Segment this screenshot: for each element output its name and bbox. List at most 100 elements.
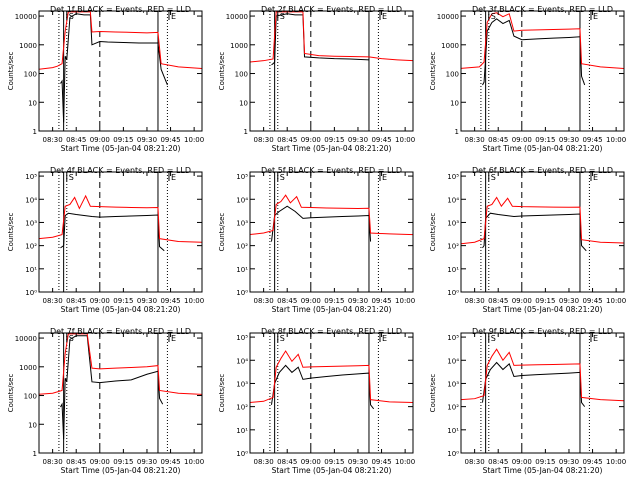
x-tick-label: 10:00 [184,297,204,305]
flag-label: S [280,12,285,21]
x-tick-label: 09:15 [113,136,133,144]
y-tick-label: 10 [239,99,248,107]
x-axis-label: Start Time (05-Jan-04 08:21:20) [272,144,392,153]
x-tick-label: 08:30 [43,136,63,144]
y-tick-label: 10000 [15,335,37,343]
flag-label: S [69,12,74,21]
x-axis-label: Start Time (05-Jan-04 08:21:20) [483,144,603,153]
y-axis-label: Counts/sec [7,213,15,252]
x-tick-label: 09:45 [160,458,180,466]
y-tick-label: 10 [450,99,459,107]
y-tick-label: 10⁵ [236,334,248,342]
x-axis-label: Start Time (05-Jan-04 08:21:20) [272,466,392,475]
x-tick-label: 09:30 [348,136,368,144]
series-line-lld [461,12,624,69]
y-tick-label: 10000 [437,13,459,21]
x-tick-label: 09:45 [371,458,391,466]
x-tick-label: 08:30 [43,297,63,305]
x-tick-label: 08:30 [254,297,274,305]
detector-panel-1: S E 08:30 08:45 09:00 09:15 09:30 09:45 10:00 1 10… [7,5,204,153]
x-tick-label: 09:45 [160,297,180,305]
y-axis-label: Counts/sec [218,374,226,413]
flag-label: E [593,334,598,343]
y-axis-label: Counts/sec [7,52,15,91]
x-tick-label: 10:00 [606,297,626,305]
x-tick-label: 08:30 [43,458,63,466]
y-tick-label: 10⁰ [236,450,248,458]
x-tick-label: 08:45 [488,458,508,466]
plot-area [461,333,624,453]
y-tick-label: 1 [33,128,37,136]
y-tick-label: 10² [236,404,248,412]
x-tick-label: 09:15 [324,297,344,305]
series-line-lld [39,11,202,70]
x-axis-label: Start Time (05-Jan-04 08:21:20) [61,144,181,153]
x-tick-label: 09:30 [137,297,157,305]
x-tick-label: 09:45 [582,297,602,305]
detector-panel-5: S E 08:30 08:45 09:00 09:15 09:30 09:45 10:00 10⁰… [218,166,415,314]
axes-frame [38,171,203,293]
detector-panel-3: S E 08:30 08:45 09:00 09:15 09:30 09:45 10:00 1 10… [429,5,626,153]
y-tick-label: 10³ [447,380,459,388]
x-tick-label: 09:45 [371,297,391,305]
y-tick-label: 10000 [226,13,248,21]
y-tick-label: 10³ [236,219,248,227]
series-line-events [481,361,586,407]
x-tick-label: 09:30 [559,297,579,305]
flag-label: S [69,334,74,343]
y-tick-label: 10¹ [25,266,37,274]
y-axis-label: Counts/sec [429,52,437,91]
panel-title: Det 1f BLACK = Events, RED = LLD [50,5,191,14]
y-tick-label: 100 [24,71,37,79]
y-tick-label: 100 [235,71,248,79]
x-tick-label: 09:30 [137,458,157,466]
y-tick-label: 10¹ [236,427,248,435]
x-tick-label: 09:15 [324,458,344,466]
y-tick-label: 10⁵ [25,173,37,181]
x-tick-label: 10:00 [184,458,204,466]
x-tick-label: 08:30 [465,297,485,305]
y-tick-label: 10⁰ [447,450,459,458]
y-tick-label: 1000 [441,42,459,50]
x-tick-label: 08:45 [66,297,86,305]
x-tick-label: 09:00 [512,297,532,305]
x-tick-label: 09:15 [113,297,133,305]
flag-label: S [491,173,496,182]
x-tick-label: 09:45 [371,136,391,144]
flag-label: E [171,12,176,21]
y-tick-label: 10¹ [236,266,248,274]
panel-title: Det 4f BLACK = Events, RED = LLD [50,166,191,175]
x-tick-label: 09:00 [301,136,321,144]
y-tick-label: 10¹ [447,266,459,274]
x-tick-label: 09:30 [559,458,579,466]
x-tick-label: 09:45 [582,458,602,466]
y-tick-label: 10⁰ [447,289,459,297]
axes-frame [460,171,625,293]
series-line-events [270,364,375,410]
panel-title: Det 8f BLACK = Events, RED = LLD [261,327,402,336]
flag-label: E [593,173,598,182]
panel-title: Det 2f BLACK = Events, RED = LLD [261,5,402,14]
axes-frame [249,171,414,293]
plot-area [250,172,413,292]
x-tick-label: 09:15 [535,136,555,144]
flag-label: E [593,12,598,21]
x-tick-label: 10:00 [395,297,415,305]
axes-frame [38,332,203,454]
panel-title: Det 5f BLACK = Events, RED = LLD [261,166,402,175]
x-tick-label: 09:45 [582,136,602,144]
series-line-events [271,13,369,66]
y-tick-label: 10⁴ [447,357,459,365]
series-line-lld [250,11,413,63]
flag-label: E [171,334,176,343]
y-tick-label: 10¹ [447,427,459,435]
x-tick-label: 08:30 [465,458,485,466]
flag-label: E [382,173,387,182]
x-tick-label: 09:00 [90,297,110,305]
y-tick-label: 10² [447,404,459,412]
x-tick-label: 09:30 [348,458,368,466]
flag-label: E [171,173,176,182]
axes-frame [38,10,203,132]
x-tick-label: 10:00 [606,458,626,466]
x-tick-label: 08:45 [66,458,86,466]
